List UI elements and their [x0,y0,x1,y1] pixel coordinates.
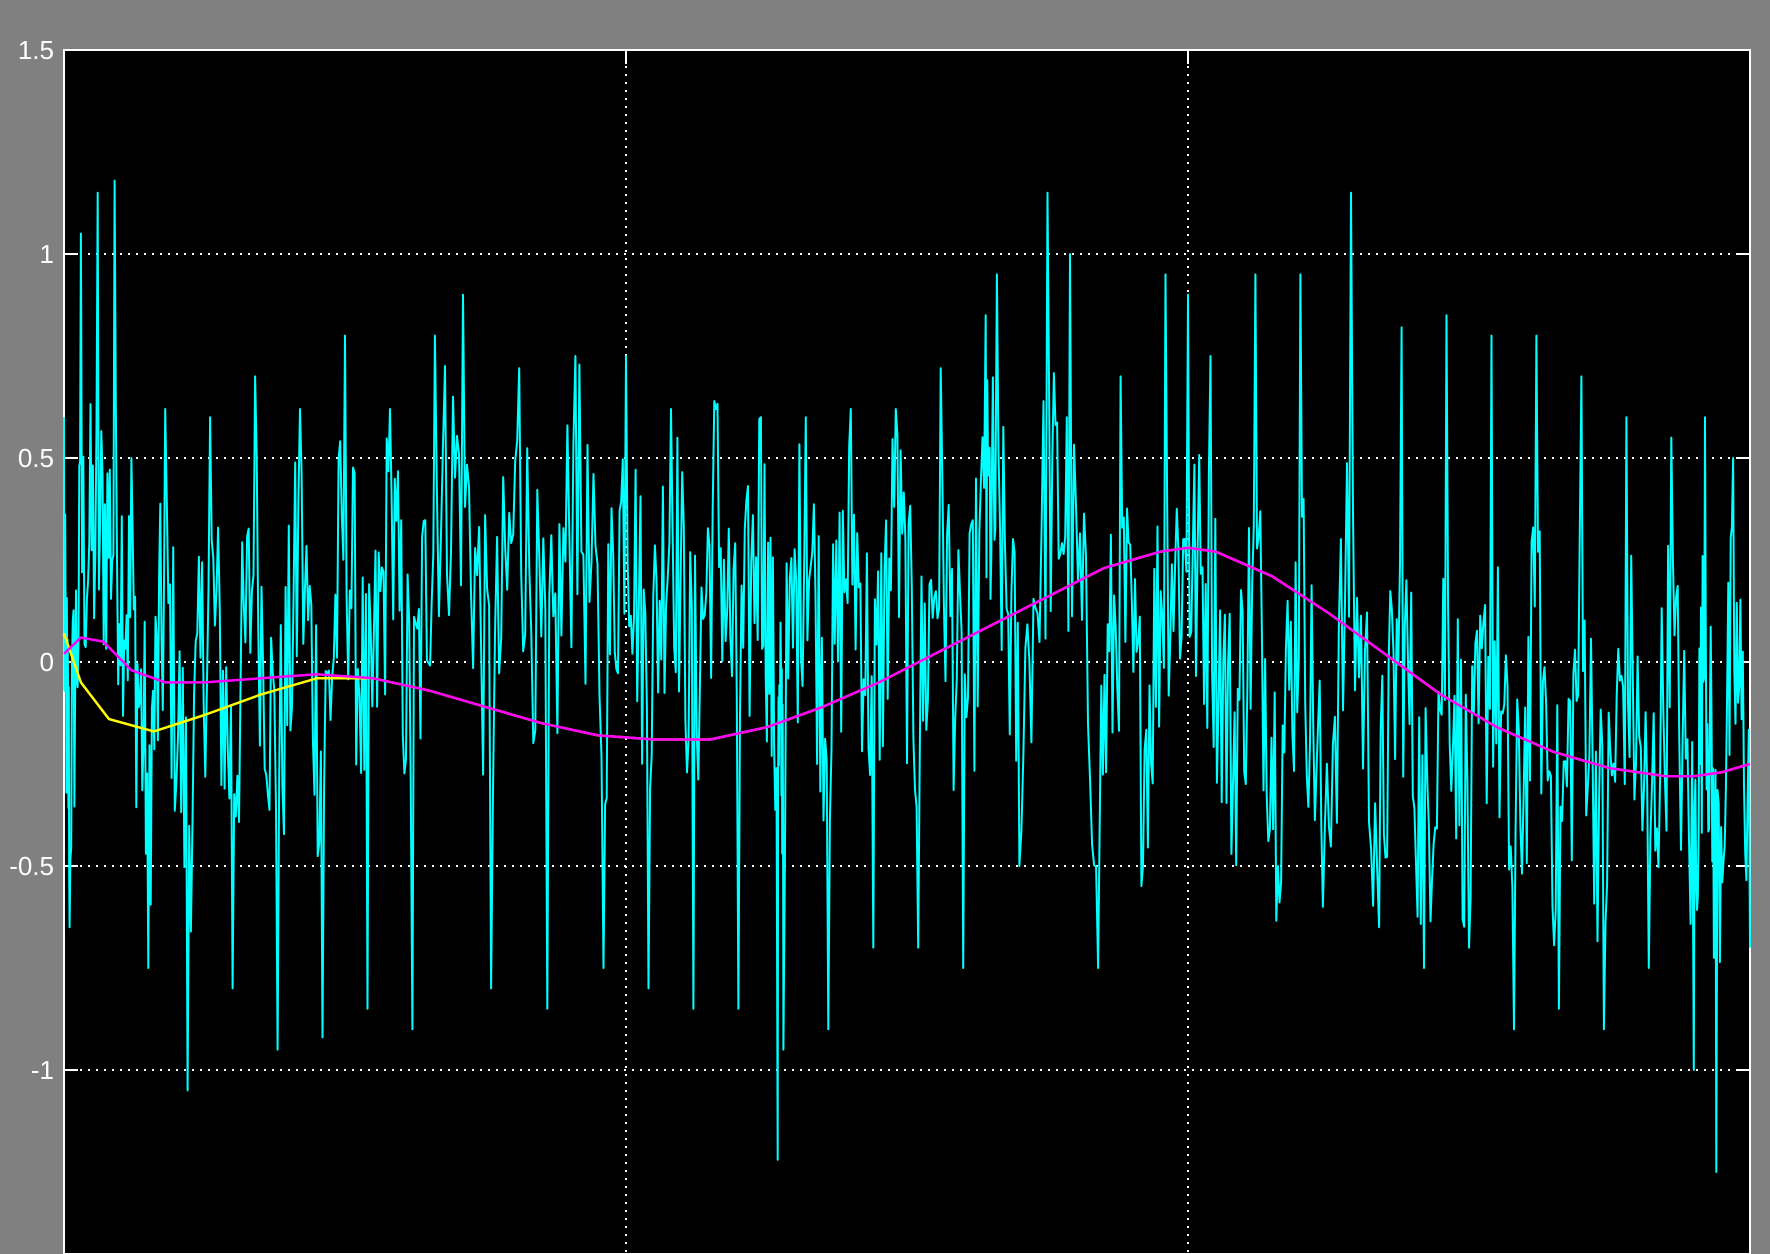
plot-area: 1.5 1 0.5 0 -0.5 -1 [9,35,1751,1254]
y-tick-label: -1 [31,1055,54,1085]
y-tick-label: 1 [40,239,54,269]
series-line-0 [63,179,1751,1173]
y-tick-label: 1.5 [18,35,54,65]
y-tick-labels: 1.5 1 0.5 0 -0.5 -1 [9,35,54,1085]
y-tick-label: 0.5 [18,443,54,473]
series-line-2 [63,546,1751,778]
series-lines [62,179,1751,1173]
y-tick-label: 0 [40,647,54,677]
y-tick-label: -0.5 [9,851,54,881]
